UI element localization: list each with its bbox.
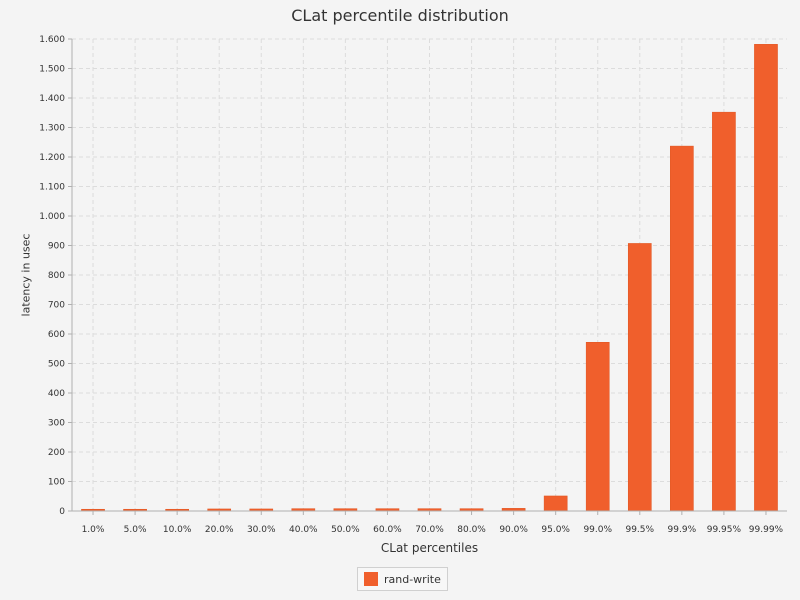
bar-99-0-	[585, 342, 610, 512]
bar-99-99-	[754, 44, 778, 512]
x-tick-label: 99.99%	[749, 525, 784, 535]
x-tick-label: 99.95%	[707, 525, 742, 535]
y-tick-label: 1.400	[39, 94, 65, 104]
y-tick-label: 800	[48, 271, 65, 281]
x-tick-label: 10.0%	[163, 525, 192, 535]
y-tick-label: 1.300	[39, 124, 65, 134]
x-tick-label: 80.0%	[457, 525, 486, 535]
y-tick-label: 0	[59, 507, 65, 517]
x-tick-label: 1.0%	[82, 525, 105, 535]
y-tick-label: 1.500	[39, 65, 65, 75]
x-tick-label: 40.0%	[289, 525, 318, 535]
x-tick-label: 99.9%	[668, 525, 697, 535]
x-tick-label: 99.5%	[625, 525, 654, 535]
y-tick-label: 600	[48, 330, 65, 340]
y-tick-label: 1.100	[39, 183, 65, 193]
x-tick-label: 95.0%	[541, 525, 570, 535]
y-tick-label: 500	[48, 360, 65, 370]
bar-99-9-	[670, 145, 694, 512]
y-tick-label: 700	[48, 301, 65, 311]
y-tick-label: 1.600	[39, 35, 65, 45]
legend-swatch-rand-write	[364, 572, 378, 586]
y-tick-label: 100	[48, 478, 65, 488]
bar-95-0-	[543, 495, 568, 512]
x-tick-label: 60.0%	[373, 525, 402, 535]
x-tick-label: 90.0%	[499, 525, 528, 535]
x-tick-label: 99.0%	[583, 525, 612, 535]
y-tick-label: 300	[48, 419, 65, 429]
x-tick-label: 50.0%	[331, 525, 360, 535]
legend: rand-write	[357, 567, 448, 591]
x-tick-label: 70.0%	[415, 525, 444, 535]
y-tick-label: 200	[48, 448, 65, 458]
chart-title: CLat percentile distribution	[291, 6, 509, 25]
y-tick-label: 1.200	[39, 153, 65, 163]
y-tick-label: 900	[48, 242, 65, 252]
x-tick-label: 30.0%	[247, 525, 276, 535]
legend-label-rand-write: rand-write	[384, 572, 441, 586]
x-tick-label: 20.0%	[205, 525, 234, 535]
y-tick-label: 1.000	[39, 212, 65, 222]
y-tick-label: 400	[48, 389, 65, 399]
x-axis-label: CLat percentiles	[380, 541, 479, 555]
bar-99-5-	[627, 243, 652, 512]
bar-99-95-	[712, 111, 736, 512]
x-tick-label: 5.0%	[124, 525, 147, 535]
